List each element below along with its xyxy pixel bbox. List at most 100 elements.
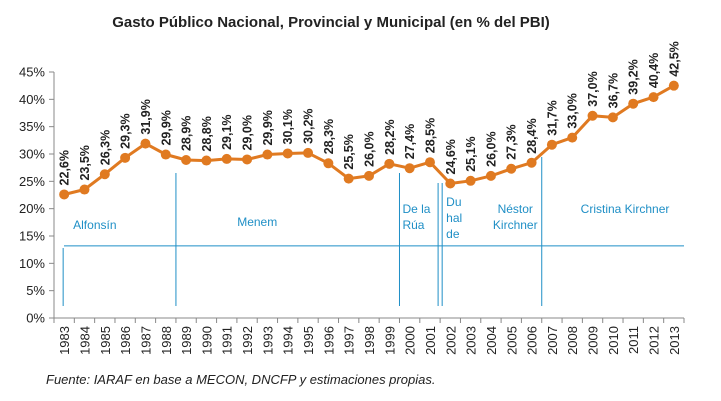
- data-point: [364, 170, 374, 181]
- data-labels: 22,6% 23,5% 26,3% 29,3% 31,9% 29,9% 28,9% 28,8%…: [58, 41, 682, 185]
- data-point: [567, 132, 578, 143]
- axes: [49, 71, 685, 323]
- data-label: 29,3%: [119, 113, 133, 148]
- x-tick-label: 1985: [98, 326, 113, 355]
- era-label-line: De la: [402, 202, 430, 216]
- data-label: 28,8%: [200, 116, 214, 151]
- data-point: [424, 157, 435, 168]
- data-point: [140, 138, 151, 149]
- data-label: 26,0%: [363, 131, 377, 166]
- data-label: 26,0%: [484, 131, 498, 166]
- data-label: 29,1%: [220, 114, 234, 149]
- data-point: [201, 155, 212, 166]
- data-label: 29,9%: [261, 110, 275, 145]
- data-label: 22,6%: [58, 150, 72, 185]
- x-tick-label: 2010: [606, 326, 621, 355]
- x-tick-label: 1990: [199, 326, 214, 355]
- data-point: [181, 155, 192, 166]
- era-label-line: de: [446, 227, 460, 241]
- x-tick-label: 1994: [281, 326, 296, 355]
- data-point: [282, 148, 293, 159]
- data-point: [526, 157, 537, 168]
- x-tick-label: 1999: [382, 326, 397, 355]
- era-label: Menem: [237, 215, 277, 229]
- era-label-line: Du: [446, 195, 461, 209]
- data-point: [120, 152, 131, 163]
- era-label: De la Rúa: [402, 202, 430, 232]
- data-label: 42,5%: [667, 41, 681, 76]
- era-label-line: Néstor: [498, 202, 533, 216]
- y-tick-labels: 0% 5% 10% 15% 20% 25% 30% 35% 40% 45%: [19, 65, 45, 326]
- x-tick-label: 2003: [464, 326, 479, 355]
- data-point: [485, 170, 496, 181]
- x-tick-label: 1988: [159, 326, 174, 355]
- data-label: 30,1%: [281, 109, 295, 144]
- y-tick-label: 20%: [19, 201, 45, 216]
- series-points: [59, 80, 679, 200]
- x-tick-label: 2004: [484, 326, 499, 355]
- era-label-line: Kirchner: [493, 218, 538, 232]
- data-label: 28,2%: [383, 119, 397, 154]
- x-tick-label: 1986: [118, 326, 133, 355]
- y-tick-label: 45%: [19, 65, 45, 80]
- era-labels: Alfonsín Menem De la Rúa Du hal de Néstor Kirchn…: [73, 195, 669, 241]
- x-tick-label: 2008: [565, 326, 580, 355]
- chart-title: Gasto Público Nacional, Provincial y Mun…: [112, 14, 550, 31]
- data-label: 31,9%: [139, 99, 153, 134]
- era-label-line: Cristina Kirchner: [581, 202, 670, 216]
- x-tick-label: 2013: [667, 326, 682, 355]
- data-point: [546, 139, 557, 150]
- data-point: [587, 110, 598, 121]
- data-label: 40,4%: [647, 53, 661, 88]
- data-label: 39,2%: [627, 59, 641, 94]
- y-tick-label: 40%: [19, 92, 45, 107]
- x-tick-labels: 1983 1984 1985 1986 1987 1988 1989 1990 1991 1992…: [57, 326, 682, 355]
- x-tick-label: 1983: [57, 326, 72, 355]
- data-label: 29,9%: [159, 110, 173, 145]
- era-label: Du hal de: [446, 195, 462, 241]
- x-tick-label: 1987: [138, 326, 153, 355]
- era-label-line: Alfonsín: [73, 218, 116, 232]
- data-point: [160, 149, 171, 160]
- data-label: 26,3%: [98, 130, 112, 165]
- x-tick-label: 1989: [179, 326, 194, 355]
- y-tick-label: 35%: [19, 119, 45, 134]
- era-label-line: Menem: [237, 215, 277, 229]
- data-point: [465, 175, 476, 186]
- data-point: [242, 154, 253, 165]
- data-label: 25,5%: [342, 134, 356, 169]
- data-label: 24,6%: [444, 139, 458, 174]
- source-note: Fuente: IARAF en base a MECON, DNCFP y e…: [46, 372, 436, 387]
- data-label: 33,0%: [566, 93, 580, 128]
- data-label: 31,7%: [545, 100, 559, 135]
- era-separators: [62, 157, 684, 306]
- data-label: 28,4%: [525, 118, 539, 153]
- data-point: [99, 169, 110, 180]
- x-tick-label: 2001: [423, 326, 438, 355]
- x-tick-label: 2007: [545, 326, 560, 355]
- x-tick-label: 1996: [321, 326, 336, 355]
- y-tick-label: 30%: [19, 147, 45, 162]
- y-tick-label: 25%: [19, 174, 45, 189]
- x-tick-label: 1984: [77, 326, 92, 355]
- x-tick-label: 1993: [260, 326, 275, 355]
- data-point: [668, 80, 679, 91]
- data-label: 28,5%: [423, 118, 437, 153]
- data-point: [648, 92, 659, 103]
- x-tick-label: 1997: [342, 326, 357, 355]
- data-label: 28,3%: [322, 119, 336, 154]
- y-tick-label: 10%: [19, 256, 45, 271]
- data-label: 25,1%: [464, 136, 478, 171]
- data-point: [221, 153, 232, 164]
- data-label: 30,2%: [302, 108, 316, 143]
- data-point: [343, 173, 354, 184]
- data-point: [404, 163, 415, 174]
- era-label-line: Rúa: [402, 218, 424, 232]
- data-label: 29,0%: [241, 115, 255, 150]
- data-label: 28,9%: [180, 116, 194, 151]
- era-label: Cristina Kirchner: [581, 202, 670, 216]
- data-point: [445, 178, 456, 189]
- y-tick-label: 0%: [26, 311, 45, 326]
- x-tick-label: 2000: [403, 326, 418, 355]
- data-point: [303, 147, 314, 158]
